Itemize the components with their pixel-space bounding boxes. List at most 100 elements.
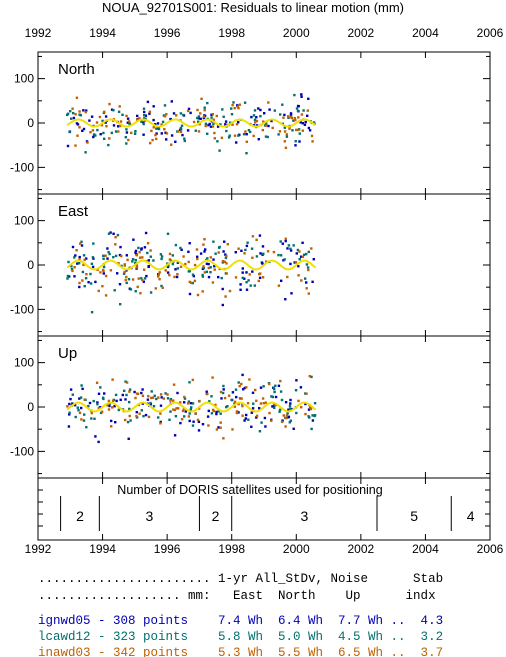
data-point <box>236 104 239 107</box>
data-point <box>85 273 88 276</box>
data-point <box>227 394 231 397</box>
data-point <box>186 129 190 132</box>
data-point <box>245 244 249 248</box>
data-point <box>229 121 232 124</box>
data-point <box>108 137 111 140</box>
data-point <box>138 117 141 120</box>
data-point <box>286 247 289 250</box>
data-point <box>175 275 179 279</box>
data-point <box>124 418 127 422</box>
data-point <box>306 114 309 117</box>
data-point <box>240 397 243 400</box>
data-point <box>274 395 278 399</box>
data-point <box>142 133 145 136</box>
data-point <box>247 418 250 421</box>
y-tick-label: 0 <box>27 258 34 272</box>
data-point <box>142 107 146 110</box>
data-point <box>290 292 293 295</box>
data-point <box>144 114 148 117</box>
data-point <box>278 130 282 133</box>
data-point <box>166 397 170 400</box>
data-point <box>93 417 96 420</box>
data-point <box>234 388 238 391</box>
data-point <box>155 127 158 130</box>
data-point <box>238 397 242 400</box>
data-point <box>84 110 87 114</box>
data-point <box>287 415 291 418</box>
data-point <box>284 146 288 149</box>
data-point <box>117 262 120 265</box>
data-point <box>220 276 223 280</box>
data-point <box>197 130 201 133</box>
data-point <box>281 242 284 245</box>
data-point <box>111 399 115 402</box>
data-point <box>176 273 179 276</box>
data-point <box>282 116 285 119</box>
data-point <box>215 410 218 414</box>
data-point <box>138 412 141 415</box>
data-point <box>128 407 131 411</box>
data-point <box>258 430 262 433</box>
data-point <box>193 263 197 267</box>
data-point <box>195 248 199 251</box>
data-point <box>210 116 213 119</box>
stats-header-1: ....................... 1-yr All_StDv, N… <box>38 572 443 586</box>
data-point <box>68 411 71 414</box>
data-point <box>227 136 231 139</box>
data-point <box>237 247 240 250</box>
data-point <box>68 130 71 134</box>
data-point <box>78 411 82 415</box>
data-point <box>207 266 210 270</box>
year-tick-label: 1996 <box>154 26 181 40</box>
data-point <box>146 251 149 255</box>
data-point <box>307 268 310 272</box>
data-point <box>207 409 210 413</box>
data-point <box>299 121 302 124</box>
data-point <box>245 271 248 274</box>
data-point <box>110 425 113 428</box>
data-point <box>297 116 300 119</box>
satellite-count-label: 2 <box>212 508 220 524</box>
data-point <box>124 278 127 282</box>
data-point <box>145 274 148 278</box>
data-point <box>96 403 99 406</box>
data-point <box>148 110 152 113</box>
data-point <box>250 115 253 119</box>
data-point <box>120 264 123 268</box>
data-point <box>73 266 76 269</box>
data-point <box>82 419 86 422</box>
data-point <box>78 285 81 289</box>
data-point <box>205 270 208 273</box>
data-point <box>255 416 258 419</box>
data-point <box>190 406 193 409</box>
data-point <box>160 284 163 288</box>
data-point <box>261 276 265 279</box>
data-point <box>270 119 273 123</box>
data-point <box>238 384 241 388</box>
data-point <box>134 290 137 293</box>
satellite-count-label: 5 <box>410 508 418 524</box>
data-point <box>160 132 163 135</box>
data-point <box>111 406 114 409</box>
data-point <box>245 288 249 291</box>
data-point <box>152 259 155 262</box>
data-point <box>68 402 71 406</box>
data-point <box>96 401 99 404</box>
data-point <box>128 122 131 126</box>
data-point <box>135 254 139 257</box>
data-point <box>288 404 292 408</box>
data-point <box>208 400 211 403</box>
data-point <box>296 128 300 132</box>
data-point <box>149 291 153 294</box>
data-point <box>278 408 282 411</box>
data-point <box>85 109 88 112</box>
data-point <box>298 132 301 135</box>
data-point <box>114 393 118 397</box>
data-point <box>280 279 283 282</box>
data-point <box>167 264 170 267</box>
data-point <box>108 102 111 106</box>
data-point <box>192 420 195 423</box>
data-point <box>89 282 93 285</box>
data-point <box>76 262 79 265</box>
data-point <box>101 396 105 399</box>
